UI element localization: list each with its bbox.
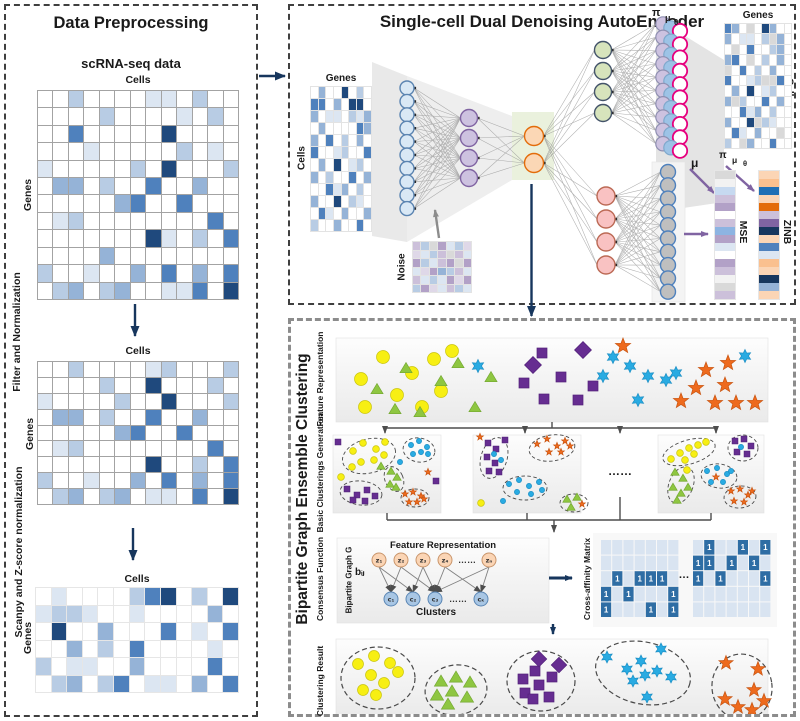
- svg-text:c₁: c₁: [388, 595, 395, 603]
- svg-text:1: 1: [615, 574, 620, 583]
- svg-text:1: 1: [671, 590, 676, 599]
- noise-label: Noise: [396, 253, 408, 281]
- ae-output-matrix: [724, 23, 792, 149]
- svg-text:z₂: z₂: [398, 556, 405, 564]
- svg-text:z₄: z₄: [442, 556, 449, 564]
- svg-text:1: 1: [660, 574, 665, 583]
- svg-text:z₁: z₁: [376, 556, 383, 564]
- ae-input-genes-label: Genes: [325, 73, 357, 84]
- theta-label-zinb: θ: [743, 159, 748, 168]
- cells-label-2: Cells: [125, 345, 151, 357]
- noise-matrix: [412, 241, 472, 293]
- bipartite-graph-g-label: Bipartite Graph G: [344, 546, 354, 614]
- autoencoder-network-svg: [372, 16, 755, 303]
- heatmap-normalized: [35, 587, 239, 693]
- clusterings-ellipsis: ……: [608, 464, 632, 478]
- svg-text:1: 1: [696, 574, 701, 583]
- svg-text:zₙ: zₙ: [486, 556, 493, 564]
- row-label-consensus-function: Consensus Function: [315, 536, 325, 622]
- svg-text:1: 1: [741, 543, 746, 552]
- mse-label: MSE: [737, 220, 749, 244]
- panel-autoencoder: Single-cell Dual Denoising AutoEncoder G…: [288, 4, 796, 305]
- svg-text:1: 1: [649, 574, 654, 583]
- svg-text:c₂: c₂: [410, 595, 417, 603]
- svg-text:1: 1: [671, 606, 676, 615]
- svg-text:1: 1: [729, 559, 734, 568]
- clustering-title: Bipartite Graph Ensemble Clustering: [294, 353, 311, 625]
- filter-normalization-label: Filter and Normalization: [11, 272, 23, 392]
- autoencoder-title: Single-cell Dual Denoising AutoEncoder: [379, 12, 705, 31]
- svg-text:1: 1: [604, 606, 609, 615]
- mse-bar: [714, 170, 736, 300]
- clusters-label: Clusters: [415, 607, 456, 618]
- ae-output-genes-label: Genes: [742, 10, 774, 21]
- svg-text:1: 1: [626, 590, 631, 599]
- row-label-feature-representation: Feature Representation: [315, 331, 325, 427]
- svg-text:1: 1: [604, 590, 609, 599]
- mu-label-zinb: μ: [732, 155, 738, 165]
- heatmap-raw: [37, 90, 239, 300]
- cells-label-1: Cells: [125, 74, 151, 86]
- svg-text:……: ……: [449, 594, 467, 604]
- svg-text:1: 1: [707, 543, 712, 552]
- svg-text:1: 1: [696, 559, 701, 568]
- ae-input-matrix: [310, 86, 372, 232]
- genes-label-1: Genes: [22, 178, 34, 212]
- scanpy-zscore-label: Scanpy and Z-score normalization: [13, 466, 25, 638]
- scrna-seq-label: scRNA-seq data: [81, 56, 181, 71]
- bipartite-feature-representation-label: Feature Representation: [389, 540, 497, 551]
- affinity-ellipsis: …: [678, 569, 690, 581]
- svg-text:cₖ: cₖ: [477, 595, 484, 603]
- cross-affinity-matrix-label: Cross-affinity Matrix: [582, 537, 592, 621]
- genes-label-3: Genes: [22, 621, 34, 655]
- svg-text:z₃: z₃: [420, 556, 427, 564]
- heatmap-filtered: [37, 361, 239, 505]
- cells-label-3: Cells: [124, 573, 150, 585]
- theta-label-top: θ: [674, 18, 679, 27]
- svg-text:1: 1: [763, 574, 768, 583]
- mu-label-mse: μ: [691, 156, 699, 170]
- row-label-clustering-result: Clustering Result: [315, 645, 325, 717]
- bij-label: bᵢⱼ: [355, 567, 365, 578]
- svg-text:1: 1: [649, 606, 654, 615]
- row-label-basic-clusterings: Basic Clusterings Generation: [315, 413, 325, 533]
- svg-text:1: 1: [752, 559, 757, 568]
- pi-label-top: π: [652, 7, 661, 19]
- genes-label-2: Genes: [24, 417, 36, 451]
- zinb-bar: [758, 170, 780, 300]
- mu-label-top: μ: [665, 13, 671, 23]
- pi-label-zinb: π: [719, 150, 727, 161]
- panel-bipartite-clustering: z₁ z₂ z₃ z₄ zₙ c₁ c₂ c₃ cₖ………… 1 1 1 1 1 1 1 1 1 1 1 1 1 1 1 1 1 1…: [288, 318, 796, 717]
- svg-text:c₃: c₃: [432, 595, 439, 603]
- ae-input-cells-label: Cells: [296, 146, 308, 170]
- svg-text:……: ……: [458, 555, 476, 565]
- svg-text:1: 1: [637, 574, 642, 583]
- svg-text:1: 1: [707, 559, 712, 568]
- panel-data-preprocessing: Data Preprocessing scRNA-seq data Filter…: [4, 4, 258, 717]
- preprocessing-title: Data Preprocessing: [53, 14, 209, 32]
- svg-text:1: 1: [718, 574, 723, 583]
- svg-text:1: 1: [763, 543, 768, 552]
- zinb-label: ZINB: [781, 219, 793, 245]
